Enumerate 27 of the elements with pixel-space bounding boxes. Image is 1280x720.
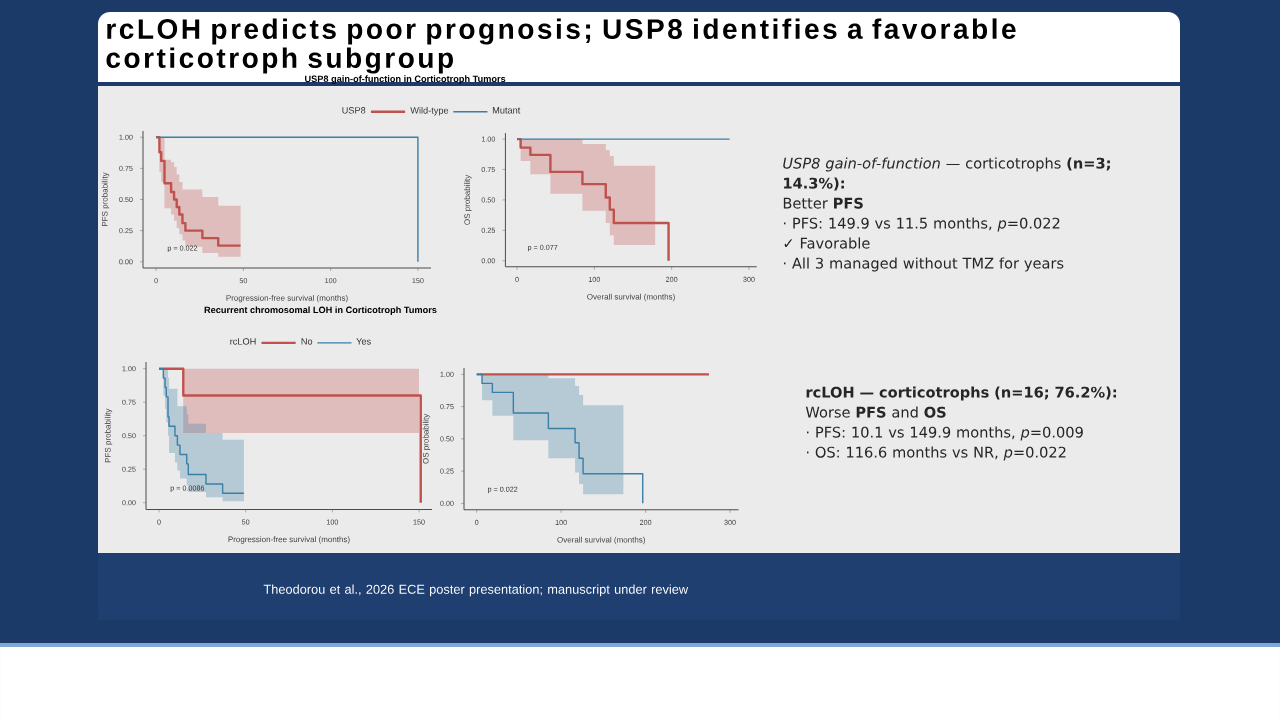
text: · PFS: 10.1 vs 149.9 months, p=0.009 [806, 426, 1083, 441]
y-axis-title: OS probability [422, 413, 431, 464]
text: · PFS: 149.9 vs 11.5 months, p=0.022 [783, 217, 1060, 232]
legend-title: rcLOH [230, 338, 256, 345]
legend-label: Wild-type [410, 106, 449, 116]
text: Theodorou et al., 2026 ECE poster presentation; manuscript under review [263, 584, 689, 597]
text: rcLOH predicts poor prognosis; USP8 identifies a favorable corticotroph subgroup [106, 18, 1016, 74]
text: Worse PFS and OS [805, 406, 946, 418]
chart-title: USP8 gain-of-function — corticotrophs (n=3; 14.3%): [783, 157, 1110, 191]
chart-title: Recurrent chromosomal LOH in Corticotroph Tumors [204, 306, 437, 315]
y-axis-title: OS probability [464, 174, 472, 225]
legend-label: Mutant [492, 107, 521, 114]
x-axis-title: Overall survival (months) [587, 293, 675, 302]
text: Better PFS [783, 197, 863, 209]
text: · All 3 managed without TMZ for years [783, 257, 1064, 272]
x-axis-title: Overall survival (months) [557, 536, 645, 545]
text: ✓ Favorable [784, 237, 870, 249]
y-axis-title: PFS probability [101, 172, 110, 226]
text: · OS: 116.6 months vs NR, p=0.022 [806, 446, 1066, 461]
chart-title: USP8 gain-of-function in Corticotroph Tumors [305, 75, 506, 84]
legend-title: USP8 [342, 107, 366, 114]
x-axis-title: Progression-free survival (months) [226, 294, 348, 303]
y-axis-title: PFS probability [104, 408, 113, 463]
legend-label: No [301, 338, 313, 345]
legend-label: Yes [356, 338, 371, 345]
x-axis-title: Progression-free survival (months) [228, 536, 350, 544]
text: rcLOH — corticotrophs (n=16; 76.2%): [806, 386, 1117, 401]
